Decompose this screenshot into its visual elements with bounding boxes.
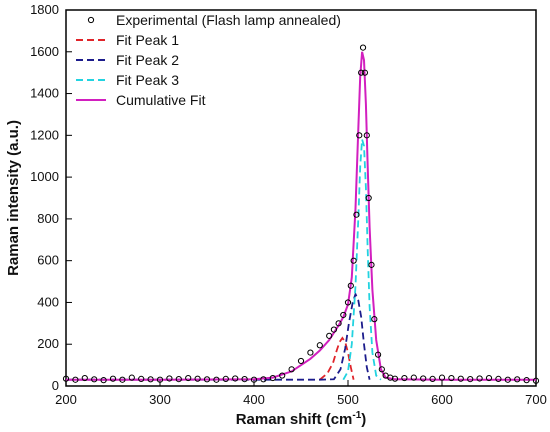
legend-label: Fit Peak 1 [116, 32, 179, 48]
experimental-point [81, 374, 88, 382]
experimental-point [326, 332, 333, 339]
experimental-point [448, 374, 455, 382]
experimental-point [476, 375, 483, 382]
experimental-point [410, 374, 417, 381]
experimental-point [260, 376, 267, 383]
x-axis-title-sup: -1 [352, 410, 361, 421]
experimental-point [368, 261, 375, 268]
experimental-point [457, 375, 464, 382]
experimental-point [279, 372, 286, 379]
cumulative-fit-line [66, 51, 536, 381]
experimental-point [330, 326, 337, 333]
experimental-point [374, 351, 382, 358]
y-tick-label: 400 [37, 294, 59, 309]
experimental-point [213, 376, 220, 383]
experimental-point [378, 366, 385, 373]
experimental-point [335, 320, 342, 327]
y-tick-label: 800 [37, 211, 59, 226]
experimental-point [371, 316, 378, 323]
experimental-point [100, 377, 107, 384]
experimental-point [62, 375, 70, 382]
experimental-point [391, 375, 399, 382]
y-tick-label: 1200 [30, 127, 59, 142]
experimental-point [175, 376, 182, 383]
y-tick-label: 1000 [30, 169, 59, 184]
experimental-point [185, 374, 192, 382]
experimental-point [222, 375, 229, 382]
experimental-point [307, 349, 314, 356]
experimental-point [358, 69, 365, 76]
x-tick-label: 400 [243, 392, 265, 407]
experimental-point [269, 374, 276, 382]
experimental-point [353, 211, 360, 218]
experimental-point [128, 374, 135, 381]
experimental-point [361, 69, 369, 76]
experimental-point [363, 132, 370, 139]
experimental-point [523, 377, 530, 384]
y-tick-label: 600 [37, 253, 59, 268]
experimental-point [72, 376, 79, 383]
experimental-point [166, 375, 173, 382]
experimental-point [138, 375, 145, 382]
y-tick-label: 200 [37, 336, 59, 351]
experimental-point [91, 376, 98, 383]
x-axis-title-main: Raman shift (cm [236, 411, 353, 428]
legend-label: Experimental (Flash lamp annealed) [116, 12, 341, 28]
experimental-point [147, 376, 154, 383]
x-axis-title: Raman shift (cm-1) [236, 410, 367, 428]
experimental-point [467, 376, 474, 383]
legend: Experimental (Flash lamp annealed) Fit Pe… [76, 12, 341, 108]
experimental-point [485, 374, 493, 382]
experimental-point [504, 376, 511, 383]
x-tick-label: 200 [55, 392, 77, 407]
fit-peak-3-line [342, 139, 382, 381]
experimental-point [250, 376, 258, 383]
y-tick-label: 1600 [30, 44, 59, 59]
experimental-point [365, 194, 372, 202]
y-tick-label: 1400 [30, 86, 59, 101]
experimental-point [359, 44, 367, 51]
experimental-point [156, 376, 164, 383]
y-tick-label: 0 [52, 378, 59, 393]
experimental-point [429, 375, 436, 382]
x-tick-label: 600 [431, 392, 453, 407]
y-tick-label: 1800 [30, 2, 59, 17]
experimental-point [241, 376, 248, 383]
experimental-point [420, 375, 427, 382]
experimental-point [532, 377, 540, 384]
experimental-point [288, 366, 295, 373]
experimental-point [347, 282, 354, 289]
experimental-point [297, 357, 305, 365]
experimental-point [119, 376, 126, 383]
legend-marker [87, 16, 95, 24]
experimental-point [438, 374, 446, 381]
experimental-point [232, 375, 239, 382]
experimental-point [340, 311, 347, 319]
experimental-point [356, 132, 363, 139]
legend-label: Fit Peak 2 [116, 52, 179, 68]
fit-peak-1-line [319, 336, 355, 381]
experimental-point [350, 257, 357, 264]
x-axis-title-end: ) [361, 411, 366, 428]
experimental-point [495, 375, 502, 382]
experimental-point [109, 375, 117, 382]
x-tick-label: 500 [337, 392, 359, 407]
series-layer [62, 44, 540, 384]
experimental-point [344, 299, 352, 306]
legend-label: Cumulative Fit [116, 92, 206, 108]
legend-label: Fit Peak 3 [116, 72, 179, 88]
y-axis-title: Raman intensity (a.u.) [5, 120, 22, 276]
plot-frame [65, 9, 537, 387]
experimental-point [401, 374, 408, 382]
experimental-point [194, 375, 201, 382]
experimental-point [514, 376, 521, 383]
experimental-point [316, 342, 323, 349]
experimental-point [203, 376, 211, 383]
ticks-layer: 200 300 400 500 600 7000200400600800100012001… [30, 2, 547, 407]
fit-peak-2-line [66, 291, 371, 381]
x-tick-label: 300 [149, 392, 171, 407]
x-tick-label: 700 [525, 392, 547, 407]
